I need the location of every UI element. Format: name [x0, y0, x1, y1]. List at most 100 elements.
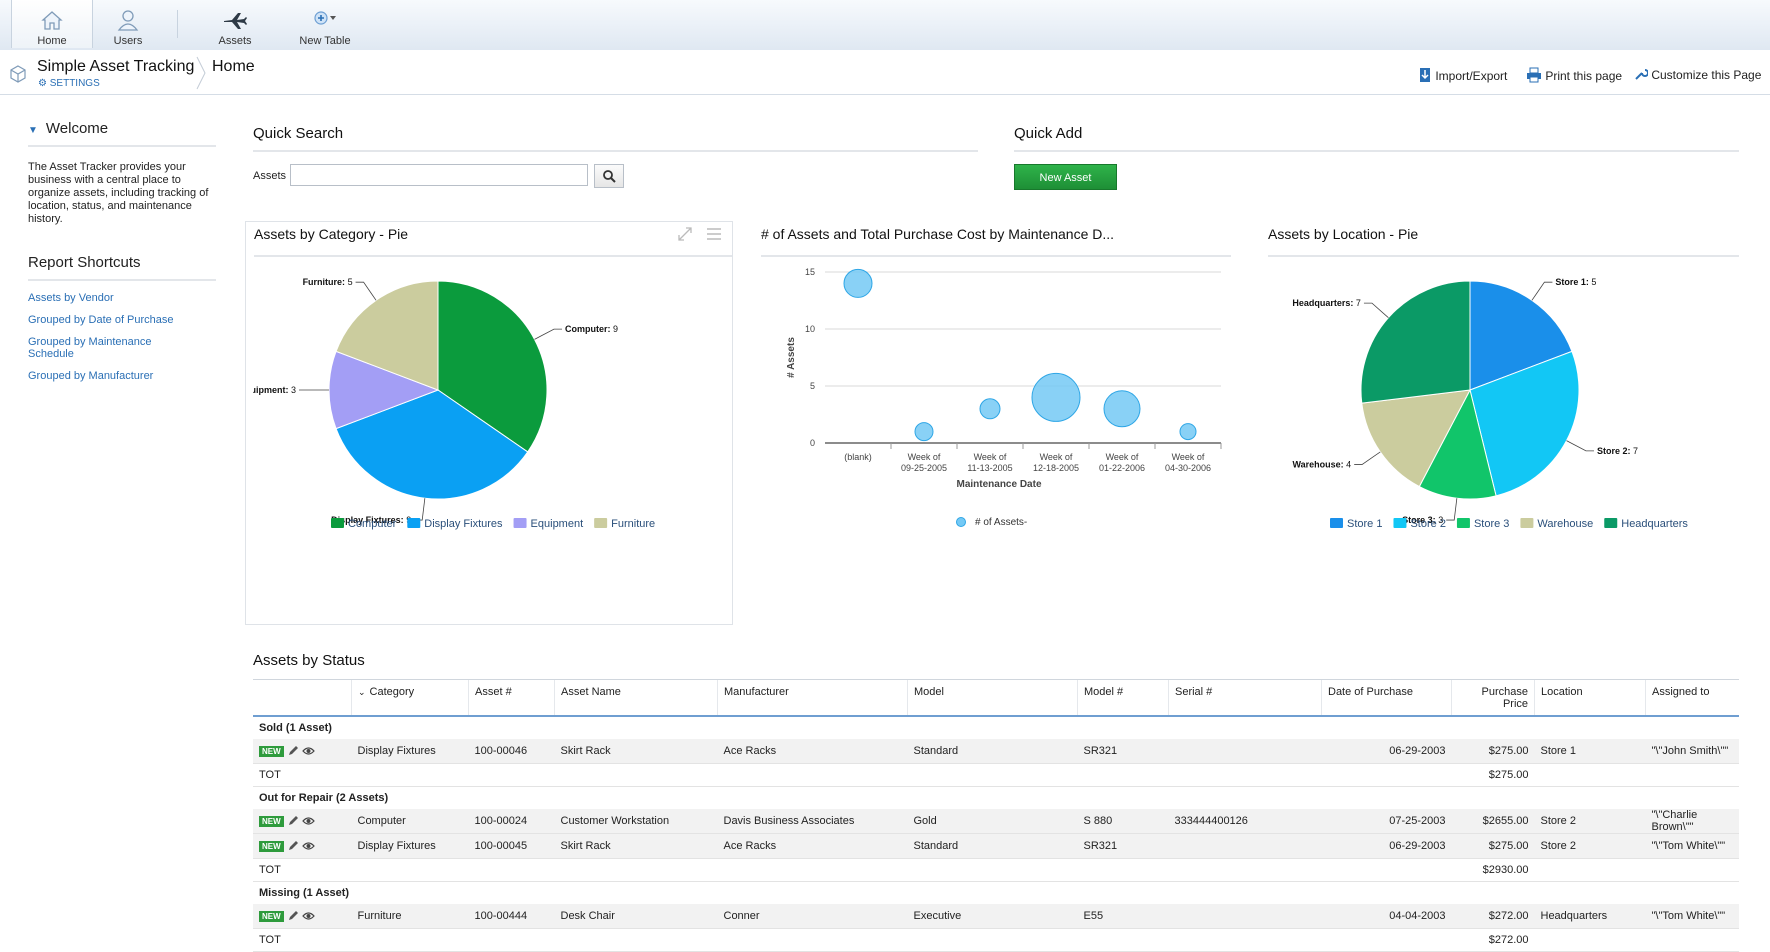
toolbar-users-label: Users: [113, 35, 143, 47]
empty-cell: [1168, 763, 1322, 787]
legend-swatch-furniture: [594, 518, 608, 528]
empty-cell: [1645, 928, 1739, 952]
quick-add-title: Quick Add: [1014, 125, 1083, 142]
column-purchase-price[interactable]: Purchase Price: [1451, 679, 1535, 717]
toolbar-new-table[interactable]: New Table: [285, 0, 365, 50]
pencil-icon[interactable]: [287, 840, 299, 852]
bubble-point-5: [1179, 423, 1197, 441]
cell-assigned-to: "\"Tom White\"": [1645, 904, 1739, 929]
pencil-icon[interactable]: [287, 745, 299, 757]
quick-search-title: Quick Search: [253, 125, 344, 142]
eye-icon[interactable]: [301, 911, 315, 921]
column-asset-number[interactable]: Asset #: [468, 679, 555, 717]
eye-icon[interactable]: [301, 746, 315, 756]
empty-cell: [1645, 858, 1739, 882]
new-badge[interactable]: NEW: [259, 840, 284, 852]
legend-swatch-store-1: [1330, 518, 1343, 528]
toolbar-home[interactable]: Home: [11, 0, 93, 48]
collapse-triangle-icon[interactable]: ▼: [28, 125, 38, 136]
row-actions: NEW: [253, 833, 352, 859]
y-tick-label: 0: [810, 438, 815, 448]
group-label: Missing (1 Asset): [253, 881, 1739, 904]
eye-icon[interactable]: [301, 816, 315, 826]
legend-label-store-3: Store 3: [1474, 518, 1509, 530]
column-assigned-to[interactable]: Assigned to: [1645, 679, 1739, 717]
empty-cell: [1321, 928, 1452, 952]
toolbar-assets[interactable]: Assets: [195, 0, 275, 50]
empty-cell: [1645, 763, 1739, 787]
import-export-button[interactable]: Import/Export: [1418, 67, 1507, 83]
column-manufacturer[interactable]: Manufacturer: [717, 679, 908, 717]
toolbar-divider: [177, 10, 178, 38]
customize-page-button[interactable]: Customize this Page: [1634, 67, 1761, 82]
settings-link[interactable]: ⚙ SETTINGS: [38, 78, 100, 89]
pencil-icon[interactable]: [287, 910, 299, 922]
empty-cell: [1077, 858, 1169, 882]
shortcut-grouped-by-maintenance[interactable]: Grouped by Maintenance Schedule: [28, 336, 152, 360]
print-button[interactable]: Print this page: [1526, 67, 1622, 83]
cell-location: Store 2: [1534, 809, 1646, 834]
empty-cell: [351, 858, 469, 882]
pie-label-store-3: Store 3: 3: [1402, 515, 1443, 525]
column-serial-number[interactable]: Serial #: [1168, 679, 1322, 717]
table-row[interactable]: NEW Furniture 100-00444 Desk Chair Conner Exe…: [253, 904, 1739, 929]
cell-manufacturer: Davis Business Associates: [717, 809, 908, 834]
cell-model: Executive: [907, 904, 1078, 929]
legend-swatch-warehouse: [1520, 518, 1534, 528]
legend-swatch-computer: [331, 518, 344, 528]
search-input[interactable]: [290, 164, 588, 186]
cell-assigned-to: "\"John Smith\"": [1645, 739, 1739, 764]
search-button[interactable]: [594, 164, 624, 188]
row-actions: NEW: [253, 809, 352, 834]
pie-connector-store-2: [1566, 440, 1594, 452]
table-row[interactable]: NEW Computer 100-00024 Customer Workstation…: [253, 809, 1739, 834]
column-model[interactable]: Model: [907, 679, 1078, 717]
new-badge[interactable]: NEW: [259, 815, 284, 827]
x-tick-label-0: (blank): [844, 452, 872, 462]
empty-cell: [1168, 858, 1322, 882]
cell-asset-name: Customer Workstation: [554, 809, 718, 834]
table-row[interactable]: NEW Display Fixtures 100-00046 Skirt Rack Ac…: [253, 739, 1739, 764]
column-location[interactable]: Location: [1534, 679, 1646, 717]
shortcut-grouped-by-manufacturer[interactable]: Grouped by Manufacturer: [28, 370, 154, 382]
toolbar-users[interactable]: Users: [88, 0, 168, 50]
category-chart-panel: [245, 221, 733, 625]
legend-label-assets: # of Assets-: [975, 517, 1027, 528]
legend-label-equipment: Equipment: [531, 518, 584, 530]
menu-icon[interactable]: [706, 227, 722, 241]
pie-slice-furniture: [335, 280, 439, 391]
expand-icon[interactable]: [677, 226, 693, 242]
cell-asset-number: 100-00444: [468, 904, 555, 929]
pie-label-headquarters: Headquarters: 7: [1292, 298, 1361, 308]
pencil-icon[interactable]: [287, 815, 299, 827]
new-badge[interactable]: NEW: [259, 745, 284, 757]
column-asset-name[interactable]: Asset Name: [554, 679, 718, 717]
empty-cell: [351, 763, 469, 787]
column-category[interactable]: ⌄ Category: [351, 679, 469, 717]
app-title[interactable]: Simple Asset Tracking: [37, 58, 195, 75]
pie-connector-warehouse: [1354, 451, 1381, 465]
table-row[interactable]: NEW Display Fixtures 100-00045 Skirt Rack Ac…: [253, 833, 1739, 859]
welcome-heading[interactable]: ▼ Welcome: [28, 120, 216, 147]
y-tick-label: 5: [810, 381, 815, 391]
total-label: TOT: [253, 858, 352, 882]
legend-swatch-equipment: [513, 518, 527, 528]
column-model-number[interactable]: Model #: [1077, 679, 1169, 717]
column-date-of-purchase[interactable]: Date of Purchase: [1321, 679, 1452, 717]
pie-label-equipment: Equipment: 3: [253, 385, 296, 395]
import-export-icon: [1420, 68, 1430, 82]
shortcut-assets-by-vendor[interactable]: Assets by Vendor: [28, 292, 114, 304]
location-chart-title: Assets by Location - Pie: [1268, 226, 1419, 242]
quick-search-rule: [253, 150, 978, 152]
new-badge[interactable]: NEW: [259, 910, 284, 922]
user-icon: [117, 10, 139, 31]
legend-swatch-store-2: [1393, 518, 1407, 528]
pie-slice-warehouse: [1361, 389, 1471, 488]
shortcut-grouped-by-date[interactable]: Grouped by Date of Purchase: [28, 314, 174, 326]
table-header-row: ⌄ Category Asset # Asset Name Manufacture…: [253, 679, 1739, 717]
eye-icon[interactable]: [301, 841, 315, 851]
customize-label: Customize this Page: [1651, 68, 1762, 82]
new-asset-button[interactable]: New Asset: [1014, 164, 1117, 190]
cell-model-number: S 880: [1077, 809, 1169, 834]
column-actions: [253, 679, 352, 717]
